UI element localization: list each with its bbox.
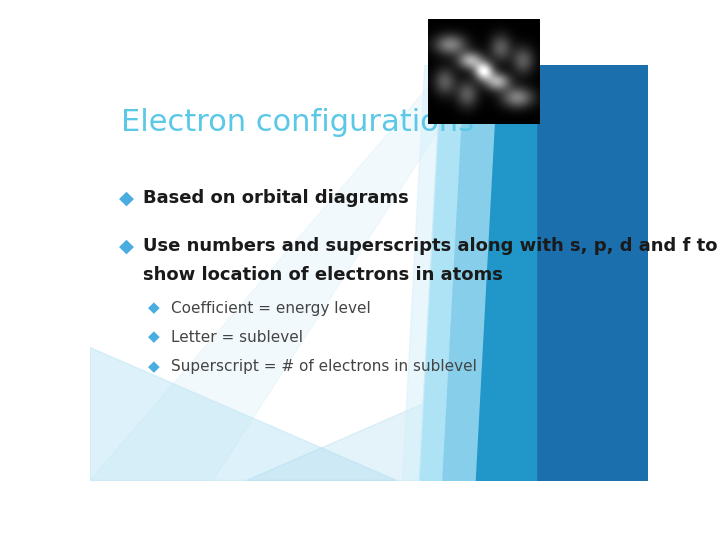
Text: ◆: ◆ bbox=[148, 329, 160, 345]
Polygon shape bbox=[90, 65, 481, 481]
Text: ◆: ◆ bbox=[119, 188, 134, 207]
Polygon shape bbox=[419, 65, 464, 481]
Polygon shape bbox=[90, 348, 397, 481]
Text: Letter = sublevel: Letter = sublevel bbox=[171, 329, 303, 345]
Polygon shape bbox=[536, 65, 648, 481]
Text: show location of electrons in atoms: show location of electrons in atoms bbox=[143, 266, 503, 284]
Polygon shape bbox=[441, 65, 498, 481]
Text: Coefficient = energy level: Coefficient = energy level bbox=[171, 301, 371, 315]
Polygon shape bbox=[246, 281, 648, 481]
Text: Use numbers and superscripts along with s, p, d and f to: Use numbers and superscripts along with … bbox=[143, 237, 718, 255]
Text: ◆: ◆ bbox=[148, 301, 160, 315]
Text: Superscript = # of electrons in sublevel: Superscript = # of electrons in sublevel bbox=[171, 359, 477, 374]
Polygon shape bbox=[402, 65, 441, 481]
Text: Based on orbital diagrams: Based on orbital diagrams bbox=[143, 189, 409, 207]
Polygon shape bbox=[475, 65, 536, 481]
Text: Electron configurations: Electron configurations bbox=[121, 109, 474, 138]
Text: ◆: ◆ bbox=[148, 359, 160, 374]
Text: ◆: ◆ bbox=[119, 236, 134, 255]
